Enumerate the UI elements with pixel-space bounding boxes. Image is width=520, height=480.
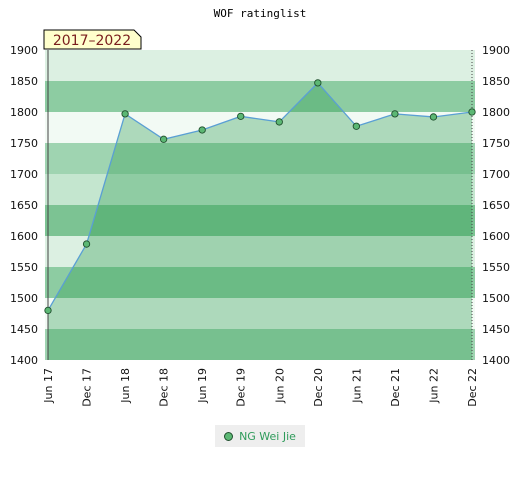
- band: [45, 282, 475, 298]
- band: [45, 329, 475, 345]
- y-tick-label-right: 1450: [482, 323, 510, 336]
- series-area: [48, 82, 472, 361]
- y-tick-label: 1800: [10, 106, 38, 119]
- y-tick-label: 1600: [10, 230, 38, 243]
- y-tick-label-right: 1800: [482, 106, 510, 119]
- background-bands: [45, 50, 475, 360]
- y-tick-label-right: 1550: [482, 261, 510, 274]
- y-tick-label: 1400: [10, 354, 38, 367]
- chart-title: WOF ratinglist: [214, 7, 307, 20]
- band: [45, 158, 475, 174]
- x-tick-label: Jun 19: [196, 368, 209, 404]
- data-point: [198, 126, 206, 134]
- band: [45, 50, 475, 66]
- y-tick-label-right: 1900: [482, 44, 510, 57]
- x-tick-label: Jun 17: [42, 368, 55, 404]
- y-tick-label: 1500: [10, 292, 38, 305]
- axes: 1400 1400 1450 1450 1500 1500 1550 1550 1600 1600…: [10, 44, 510, 407]
- data-point: [121, 110, 129, 118]
- band: [45, 220, 475, 236]
- period-label-box: 2017–2022: [43, 29, 142, 50]
- band: [45, 313, 475, 329]
- period-label: 2017–2022: [53, 33, 131, 49]
- y-tick-label-right: 1850: [482, 75, 510, 88]
- band: [45, 236, 475, 252]
- band: [45, 205, 475, 221]
- x-tick-label: Jun 22: [427, 368, 440, 404]
- band: [45, 267, 475, 283]
- y-tick-label-right: 1600: [482, 230, 510, 243]
- data-point: [352, 122, 361, 130]
- x-tick-label: Dec 18: [158, 368, 171, 407]
- band: [45, 251, 475, 267]
- data-point: [314, 79, 322, 87]
- band: [45, 143, 475, 159]
- area-layer: [48, 82, 472, 361]
- x-tick-label: Jun 18: [119, 368, 132, 404]
- band: [45, 96, 475, 112]
- y-tick-label: 1550: [10, 261, 38, 274]
- x-tick-label: Jun 21: [350, 368, 363, 404]
- y-tick-label: 1900: [10, 44, 38, 57]
- data-point: [44, 306, 52, 315]
- legend-marker-icon: [224, 431, 234, 441]
- data-point: [275, 118, 283, 126]
- data-point: [429, 113, 438, 121]
- data-point: [391, 110, 399, 118]
- band: [45, 65, 475, 81]
- y-tick-label-right: 1400: [482, 354, 510, 367]
- data-point: [82, 240, 91, 248]
- data-point: [468, 108, 476, 116]
- legend: NG Wei Jie: [215, 425, 305, 447]
- x-tick-label: Dec 20: [312, 368, 325, 407]
- band: [45, 298, 475, 314]
- series-marks: [44, 79, 476, 315]
- band: [45, 189, 475, 205]
- y-tick-label: 1750: [10, 137, 38, 150]
- y-tick-label-right: 1700: [482, 168, 510, 181]
- y-tick-label-right: 1500: [482, 292, 510, 305]
- x-tick-label: Dec 17: [81, 368, 94, 407]
- series-line: [47, 81, 473, 311]
- band: [45, 174, 475, 190]
- legend-label: NG Wei Jie: [239, 429, 296, 443]
- x-tick-label: Dec 19: [235, 368, 248, 407]
- data-point: [159, 135, 168, 143]
- band: [45, 81, 475, 97]
- x-tick-label: Jun 20: [273, 368, 286, 404]
- x-tick-label: Dec 21: [389, 368, 402, 407]
- y-tick-label: 1850: [10, 75, 38, 88]
- x-tick-label: Dec 22: [466, 368, 479, 407]
- y-tick-label-right: 1750: [482, 137, 510, 150]
- y-tick-label: 1700: [10, 168, 38, 181]
- y-tick-label-right: 1650: [482, 199, 510, 212]
- band: [45, 344, 475, 360]
- y-tick-label: 1650: [10, 199, 38, 212]
- data-point: [237, 112, 245, 120]
- y-tick-label: 1450: [10, 323, 38, 336]
